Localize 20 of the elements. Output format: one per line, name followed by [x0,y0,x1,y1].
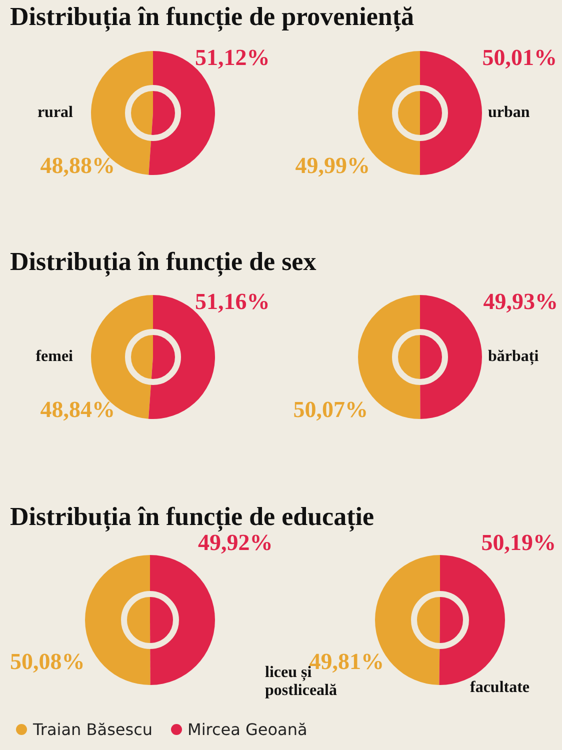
legend-label: Traian Băsescu [33,720,153,739]
text: rural [37,104,74,122]
data-label: 50,01% [482,44,557,70]
data-label: 48,84% [40,396,115,422]
legend-label: Mircea Geoană [188,720,308,739]
text: facultate [470,679,530,696]
chart-title: Distribuția în funcție de proveniență [10,2,414,32]
data-label: 49,99% [295,152,370,178]
text: bărbați [488,348,540,366]
data-label: 48,88% [40,152,115,178]
data-label: 50,08% [10,648,85,674]
data-label: 51,16% [195,288,270,314]
data-label: 51,12% [195,44,270,70]
data-label: 49,93% [483,288,558,314]
chart-title: Distribuția în funcție de sex [10,247,316,277]
chart-title: Distribuția în funcție de educație [10,502,374,532]
data-label: 50,19% [481,530,556,555]
data-label: 50,07% [293,396,368,422]
text: femei [36,348,74,366]
text: urban [488,104,530,122]
